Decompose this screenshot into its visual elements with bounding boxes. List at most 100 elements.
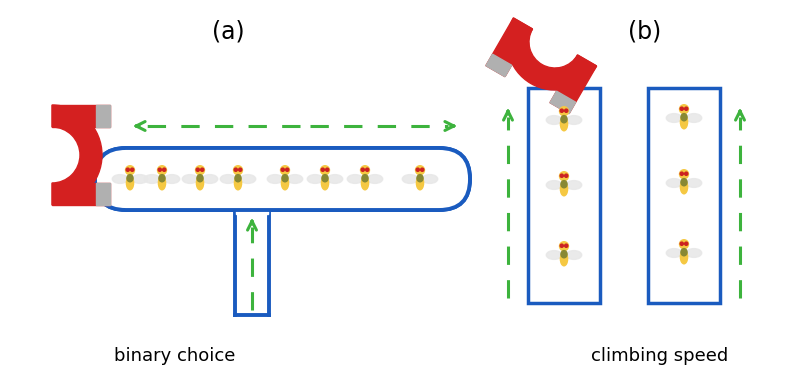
Circle shape xyxy=(130,168,134,171)
Bar xyxy=(52,183,110,205)
Ellipse shape xyxy=(561,180,567,188)
Circle shape xyxy=(560,174,563,177)
Circle shape xyxy=(685,242,688,245)
Circle shape xyxy=(162,168,166,171)
Ellipse shape xyxy=(686,114,702,122)
Ellipse shape xyxy=(686,179,702,187)
Circle shape xyxy=(366,168,369,171)
Ellipse shape xyxy=(566,250,582,260)
Ellipse shape xyxy=(127,174,133,182)
Circle shape xyxy=(415,166,425,175)
Circle shape xyxy=(321,166,330,175)
Circle shape xyxy=(565,174,568,177)
Text: binary choice: binary choice xyxy=(114,347,236,365)
Circle shape xyxy=(326,168,329,171)
Ellipse shape xyxy=(686,249,702,257)
Circle shape xyxy=(565,244,568,247)
FancyBboxPatch shape xyxy=(95,148,470,210)
Bar xyxy=(486,18,533,77)
Bar xyxy=(236,206,268,214)
Circle shape xyxy=(559,242,569,251)
Circle shape xyxy=(234,168,238,171)
Ellipse shape xyxy=(197,174,203,182)
Circle shape xyxy=(559,107,569,116)
Circle shape xyxy=(680,107,683,110)
Ellipse shape xyxy=(666,114,682,122)
Ellipse shape xyxy=(287,174,302,184)
Ellipse shape xyxy=(282,174,288,182)
Circle shape xyxy=(126,166,134,175)
Ellipse shape xyxy=(347,174,363,184)
Circle shape xyxy=(201,168,204,171)
Ellipse shape xyxy=(560,117,568,131)
Ellipse shape xyxy=(126,176,134,190)
Ellipse shape xyxy=(561,250,567,258)
Circle shape xyxy=(679,170,689,179)
Circle shape xyxy=(560,109,563,112)
Ellipse shape xyxy=(367,174,382,184)
Circle shape xyxy=(158,166,166,175)
Circle shape xyxy=(361,168,364,171)
Bar xyxy=(96,105,110,127)
Circle shape xyxy=(421,168,424,171)
Ellipse shape xyxy=(666,249,682,257)
Circle shape xyxy=(416,168,419,171)
Wedge shape xyxy=(52,105,102,205)
Circle shape xyxy=(685,172,688,175)
Ellipse shape xyxy=(159,174,165,182)
Circle shape xyxy=(286,168,289,171)
Circle shape xyxy=(158,168,162,171)
Ellipse shape xyxy=(322,176,329,190)
Ellipse shape xyxy=(566,116,582,124)
Ellipse shape xyxy=(197,176,204,190)
Ellipse shape xyxy=(681,114,687,121)
Ellipse shape xyxy=(546,250,562,260)
Ellipse shape xyxy=(327,174,342,184)
Wedge shape xyxy=(507,18,597,90)
Circle shape xyxy=(680,242,683,245)
Ellipse shape xyxy=(561,116,567,123)
Ellipse shape xyxy=(267,174,283,184)
Circle shape xyxy=(559,172,569,180)
Circle shape xyxy=(560,244,563,247)
Ellipse shape xyxy=(132,174,148,184)
Circle shape xyxy=(196,168,199,171)
Ellipse shape xyxy=(666,179,682,187)
Ellipse shape xyxy=(235,174,241,182)
Circle shape xyxy=(685,107,688,110)
Ellipse shape xyxy=(322,174,328,182)
Circle shape xyxy=(565,109,568,112)
Bar xyxy=(96,183,110,205)
Ellipse shape xyxy=(681,179,687,186)
Ellipse shape xyxy=(144,174,160,184)
Ellipse shape xyxy=(234,176,242,190)
FancyBboxPatch shape xyxy=(648,88,720,303)
Ellipse shape xyxy=(202,174,218,184)
Ellipse shape xyxy=(680,180,688,194)
Circle shape xyxy=(126,168,130,171)
Ellipse shape xyxy=(307,174,323,184)
Ellipse shape xyxy=(182,174,198,184)
Bar xyxy=(550,55,597,114)
Text: climbing speed: climbing speed xyxy=(591,347,729,365)
Ellipse shape xyxy=(362,174,368,182)
Circle shape xyxy=(321,168,324,171)
Circle shape xyxy=(195,166,205,175)
Text: (b): (b) xyxy=(628,20,662,44)
Ellipse shape xyxy=(416,176,424,190)
Circle shape xyxy=(680,172,683,175)
FancyBboxPatch shape xyxy=(95,148,470,210)
Ellipse shape xyxy=(560,252,568,266)
Ellipse shape xyxy=(240,174,256,184)
Ellipse shape xyxy=(546,116,562,124)
Ellipse shape xyxy=(220,174,236,184)
Ellipse shape xyxy=(560,182,568,196)
Circle shape xyxy=(361,166,370,175)
Ellipse shape xyxy=(422,174,438,184)
Ellipse shape xyxy=(164,174,180,184)
Ellipse shape xyxy=(680,250,688,264)
Circle shape xyxy=(679,240,689,249)
Ellipse shape xyxy=(680,115,688,129)
Ellipse shape xyxy=(402,174,418,184)
Ellipse shape xyxy=(112,174,128,184)
